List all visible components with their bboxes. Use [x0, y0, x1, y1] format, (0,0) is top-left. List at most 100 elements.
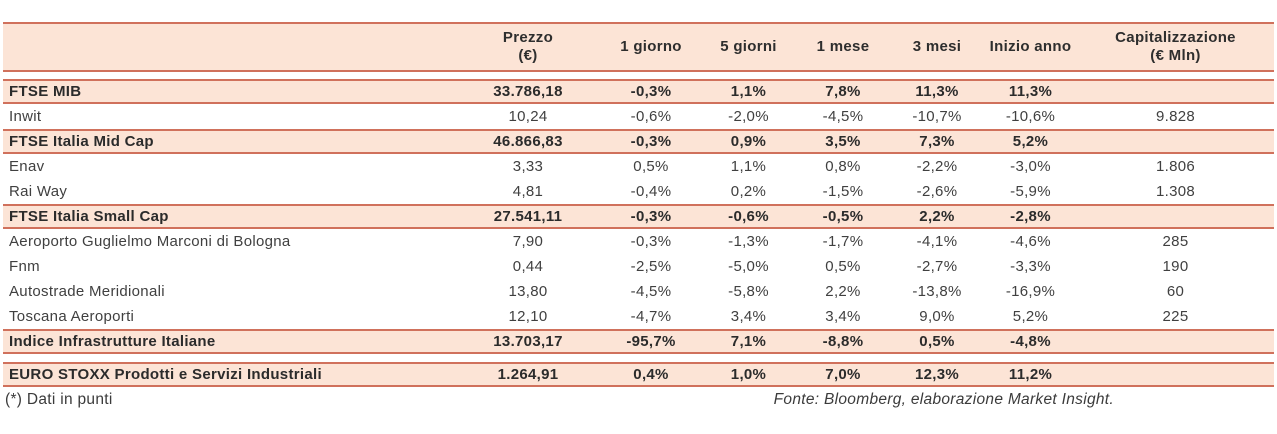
prezzo-cell: 33.786,18: [493, 83, 563, 100]
source-attribution: Fonte: Bloomberg, elaborazione Market In…: [773, 390, 1114, 408]
prezzo-cell: 46.866,83: [493, 133, 563, 150]
g1-cell: -0,4%: [630, 183, 672, 200]
row-rai-way: Rai Way 4,81 -0,4% 0,2% -1,5% -2,6% -5,9…: [3, 179, 1274, 204]
section-gap: [3, 72, 1274, 79]
cap-cell: 60: [1166, 283, 1185, 300]
row-inwit: Inwit 10,24 -0,6% -2,0% -4,5% -10,7% -10…: [3, 104, 1274, 129]
row-ftse-mib: FTSE MIB 33.786,18 -0,3% 1,1% 7,8% 11,3%…: [3, 79, 1274, 104]
ytd-cell: 11,2%: [1008, 366, 1053, 383]
section-gap: [3, 354, 1274, 362]
cap-cell: 225: [1162, 308, 1189, 325]
ytd-cell: -3,0%: [1010, 158, 1051, 175]
g1-cell: -0,3%: [630, 208, 672, 225]
row-indice-infrastrutture-italiane: Indice Infrastrutture Italiane 13.703,17…: [3, 329, 1274, 354]
g5-cell: 1,0%: [730, 366, 767, 383]
table-header-row: Prezzo (€) 1 giorno 5 giorni 1 mese 3 mes…: [3, 22, 1274, 72]
prezzo-cell: 3,33: [512, 158, 544, 175]
g1-cell: -4,5%: [630, 283, 672, 300]
row-ftse-italia-small-cap: FTSE Italia Small Cap 27.541,11 -0,3% -0…: [3, 204, 1274, 229]
header-capitalizzazione: Capitalizzazione (€ Mln): [1077, 29, 1274, 64]
g5-cell: 1,1%: [730, 158, 767, 175]
header-capitalizzazione-label: Capitalizzazione: [1115, 29, 1236, 47]
instrument-name: Indice Infrastrutture Italiane: [9, 333, 216, 350]
m1-cell: 3,5%: [825, 133, 861, 150]
m1-cell: 7,8%: [825, 83, 861, 100]
ytd-cell: 5,2%: [1012, 133, 1049, 150]
m1-cell: 2,2%: [825, 283, 861, 300]
prezzo-cell: 7,90: [512, 233, 544, 250]
performance-table: Prezzo (€) 1 giorno 5 giorni 1 mese 3 mes…: [3, 22, 1274, 387]
instrument-name: Autostrade Meridionali: [9, 283, 165, 300]
row-euro-stoxx-prodotti-servizi-industriali: EURO STOXX Prodotti e Servizi Industrial…: [3, 362, 1274, 387]
ytd-cell: -10,6%: [1005, 108, 1056, 125]
instrument-name: FTSE Italia Small Cap: [9, 208, 169, 225]
m3-cell: 2,2%: [919, 208, 955, 225]
g1-cell: -95,7%: [626, 333, 676, 350]
prezzo-cell: 10,24: [508, 108, 548, 125]
m1-cell: -0,5%: [822, 208, 864, 225]
table-footer: (*) Dati in punti Fonte: Bloomberg, elab…: [3, 387, 1274, 412]
header-prezzo-label: Prezzo: [502, 29, 554, 47]
ytd-cell: -4,6%: [1010, 233, 1051, 250]
m3-cell: 7,3%: [919, 133, 955, 150]
instrument-name: FTSE MIB: [9, 83, 82, 100]
m3-cell: -4,1%: [916, 233, 958, 250]
prezzo-cell: 4,81: [512, 183, 544, 200]
g1-cell: 0,4%: [633, 366, 669, 383]
g1-cell: -0,6%: [630, 108, 672, 125]
footnote-dati-in-punti: (*) Dati in punti: [5, 390, 113, 408]
m1-cell: -4,5%: [822, 108, 864, 125]
header-inizio-anno: Inizio anno: [989, 38, 1072, 56]
prezzo-cell: 0,44: [512, 258, 544, 275]
ytd-cell: -2,8%: [1010, 208, 1051, 225]
g1-cell: -0,3%: [630, 83, 672, 100]
ytd-cell: -16,9%: [1005, 283, 1056, 300]
g5-cell: -0,6%: [728, 208, 769, 225]
header-prezzo-unit: (€): [518, 47, 538, 64]
row-aeroporto-bologna: Aeroporto Guglielmo Marconi di Bologna 7…: [3, 229, 1274, 254]
row-toscana-aeroporti: Toscana Aeroporti 12,10 -4,7% 3,4% 3,4% …: [3, 304, 1274, 329]
g1-cell: -0,3%: [630, 233, 672, 250]
ytd-cell: -5,9%: [1010, 183, 1051, 200]
m3-cell: -2,2%: [916, 158, 958, 175]
m1-cell: 3,4%: [825, 308, 861, 325]
m1-cell: -1,5%: [822, 183, 864, 200]
prezzo-cell: 13.703,17: [493, 333, 563, 350]
header-prezzo: Prezzo (€): [455, 29, 601, 64]
m1-cell: 7,0%: [825, 366, 861, 383]
m3-cell: 12,3%: [914, 366, 960, 383]
header-1-giorno: 1 giorno: [620, 38, 682, 56]
m3-cell: -2,7%: [916, 258, 958, 275]
m3-cell: 9,0%: [919, 308, 955, 325]
instrument-name: Fnm: [9, 258, 40, 275]
ytd-cell: 5,2%: [1012, 308, 1049, 325]
header-3-mesi: 3 mesi: [912, 38, 962, 56]
g5-cell: -1,3%: [728, 233, 769, 250]
instrument-name: Aeroporto Guglielmo Marconi di Bologna: [9, 233, 291, 250]
m3-cell: -13,8%: [912, 283, 962, 300]
prezzo-cell: 27.541,11: [493, 208, 563, 225]
instrument-name: EURO STOXX Prodotti e Servizi Industrial…: [9, 366, 322, 383]
m3-cell: -2,6%: [916, 183, 958, 200]
prezzo-cell: 12,10: [508, 308, 548, 325]
row-autostrade-meridionali: Autostrade Meridionali 13,80 -4,5% -5,8%…: [3, 279, 1274, 304]
cap-cell: 9.828: [1155, 108, 1196, 125]
instrument-name: Rai Way: [9, 183, 68, 200]
m3-cell: 0,5%: [919, 333, 955, 350]
g5-cell: -2,0%: [728, 108, 769, 125]
m3-cell: 11,3%: [915, 83, 959, 100]
ytd-cell: 11,3%: [1008, 83, 1053, 100]
header-5-giorni: 5 giorni: [720, 38, 777, 56]
cap-cell: 1.806: [1155, 158, 1196, 175]
instrument-name: Inwit: [9, 108, 42, 125]
cap-cell: 285: [1162, 233, 1189, 250]
row-enav: Enav 3,33 0,5% 1,1% 0,8% -2,2% -3,0% 1.8…: [3, 154, 1274, 179]
g1-cell: 0,5%: [633, 158, 669, 175]
row-ftse-italia-mid-cap: FTSE Italia Mid Cap 46.866,83 -0,3% 0,9%…: [3, 129, 1274, 154]
prezzo-cell: 1.264,91: [497, 366, 559, 383]
row-fnm: Fnm 0,44 -2,5% -5,0% 0,5% -2,7% -3,3% 19…: [3, 254, 1274, 279]
header-capitalizzazione-unit: (€ Mln): [1150, 47, 1201, 64]
m3-cell: -10,7%: [912, 108, 962, 125]
g5-cell: 3,4%: [730, 308, 767, 325]
g5-cell: -5,8%: [728, 283, 769, 300]
